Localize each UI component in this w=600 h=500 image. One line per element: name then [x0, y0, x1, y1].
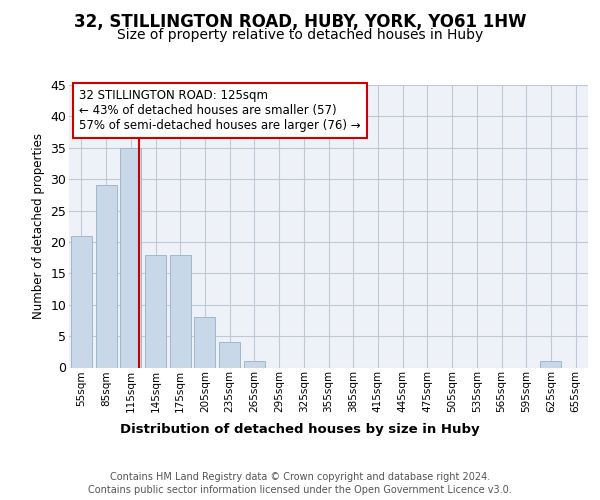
Text: 32, STILLINGTON ROAD, HUBY, YORK, YO61 1HW: 32, STILLINGTON ROAD, HUBY, YORK, YO61 1…: [74, 12, 526, 30]
Bar: [194, 318, 215, 368]
Text: Contains public sector information licensed under the Open Government Licence v3: Contains public sector information licen…: [88, 485, 512, 495]
Bar: [170, 254, 191, 368]
Text: Distribution of detached houses by size in Huby: Distribution of detached houses by size …: [120, 422, 480, 436]
Bar: [541, 361, 562, 368]
Text: 32 STILLINGTON ROAD: 125sqm
← 43% of detached houses are smaller (57)
57% of sem: 32 STILLINGTON ROAD: 125sqm ← 43% of det…: [79, 89, 361, 132]
Text: Contains HM Land Registry data © Crown copyright and database right 2024.: Contains HM Land Registry data © Crown c…: [110, 472, 490, 482]
Bar: [145, 254, 166, 368]
Bar: [71, 236, 92, 368]
Y-axis label: Number of detached properties: Number of detached properties: [32, 133, 45, 320]
Bar: [95, 186, 116, 368]
Bar: [244, 361, 265, 368]
Text: Size of property relative to detached houses in Huby: Size of property relative to detached ho…: [117, 28, 483, 42]
Bar: [120, 148, 141, 368]
Bar: [219, 342, 240, 367]
